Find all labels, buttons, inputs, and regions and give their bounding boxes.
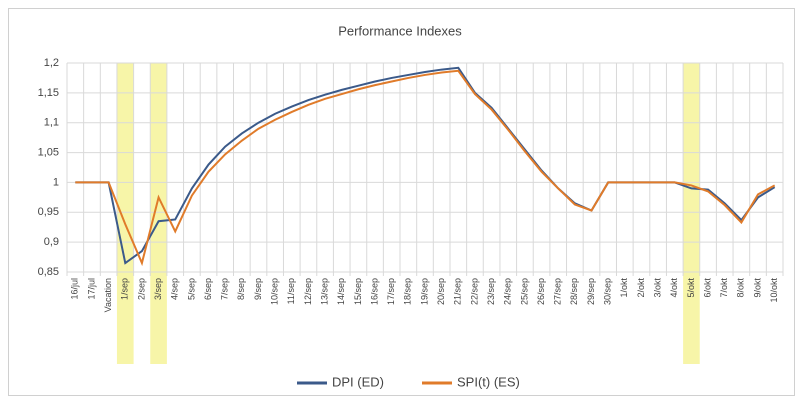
x-tick-label: 24/sep	[503, 278, 513, 305]
x-tick-label: 7/sep	[220, 278, 230, 300]
x-tick-label: 15/sep	[353, 278, 363, 305]
x-tick-label: 18/sep	[403, 278, 413, 305]
x-tick-label: 17/sep	[386, 278, 396, 305]
x-tick-label: 22/sep	[469, 278, 479, 305]
x-tick-label: 8/okt	[736, 278, 746, 298]
x-tick-label: 16/sep	[369, 278, 379, 305]
x-tick-label: 9/okt	[752, 278, 762, 298]
y-tick-label: 0,95	[38, 206, 59, 218]
y-tick-label: 1,05	[38, 146, 59, 158]
legend-label: SPI(t) (ES)	[457, 374, 520, 389]
y-tick-label: 1,15	[38, 87, 59, 99]
x-tick-label: 26/sep	[536, 278, 546, 305]
x-tick-label: 10/okt	[769, 278, 779, 303]
x-tick-label: 29/sep	[586, 278, 596, 305]
x-tick-label: 20/sep	[436, 278, 446, 305]
x-tick-label: 2/sep	[136, 278, 146, 300]
y-tick-label: 1,2	[44, 57, 59, 69]
y-tick-label: 0,9	[44, 236, 59, 248]
y-tick-label: 0,85	[38, 266, 59, 278]
highlight-band	[116, 63, 134, 364]
x-tick-label: 1/okt	[619, 278, 629, 298]
x-tick-label: 28/sep	[569, 278, 579, 305]
x-tick-label: 8/sep	[236, 278, 246, 300]
highlight-band	[150, 63, 167, 364]
x-tick-label: 3/sep	[153, 278, 163, 300]
x-tick-label: 4/sep	[170, 278, 180, 300]
x-tick-label: 2/okt	[636, 278, 646, 298]
x-tick-label: 12/sep	[303, 278, 313, 305]
chart-title: Performance Indexes	[338, 23, 462, 38]
x-tick-label: 27/sep	[553, 278, 563, 305]
x-tick-label: 19/sep	[419, 278, 429, 305]
x-tick-label: 9/sep	[253, 278, 263, 300]
x-tick-label: 30/sep	[603, 278, 613, 305]
x-tick-label: 25/sep	[519, 278, 529, 305]
x-tick-label: 4/okt	[669, 278, 679, 298]
series-line	[75, 69, 776, 267]
x-tick-label: 17/jul	[86, 278, 96, 300]
x-tick-label: 16/jul	[70, 278, 80, 300]
x-tick-label: 21/sep	[453, 278, 463, 305]
x-tick-label: 10/sep	[270, 278, 280, 305]
chart-frame	[8, 8, 795, 396]
x-tick-label: 5/okt	[686, 278, 696, 298]
x-tick-label: 3/okt	[652, 278, 662, 298]
x-tick-label: 6/okt	[702, 278, 712, 298]
x-tick-label: Vacation	[103, 278, 113, 312]
x-tick-label: 14/sep	[336, 278, 346, 305]
x-tick-label: 7/okt	[719, 278, 729, 298]
legend-label: DPI (ED)	[332, 374, 384, 389]
x-tick-label: 13/sep	[319, 278, 329, 305]
y-tick-label: 1,1	[44, 117, 59, 129]
highlight-band	[683, 63, 700, 364]
x-tick-label: 1/sep	[120, 278, 130, 300]
x-tick-label: 11/sep	[286, 278, 296, 304]
x-tick-label: 6/sep	[203, 278, 213, 300]
x-tick-label: 23/sep	[486, 278, 496, 305]
y-tick-label: 1	[53, 176, 59, 188]
x-tick-label: 5/sep	[186, 278, 196, 300]
